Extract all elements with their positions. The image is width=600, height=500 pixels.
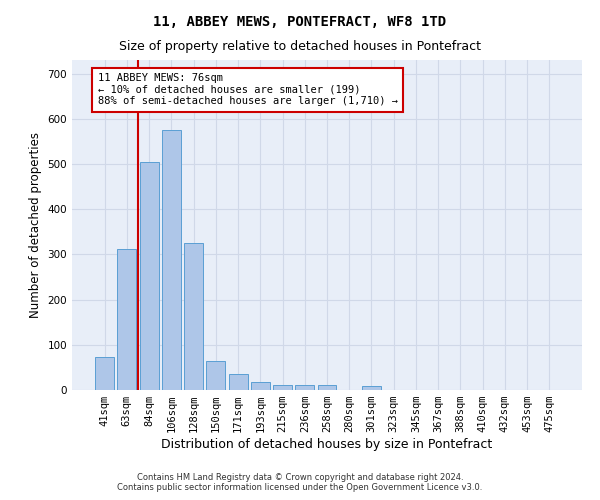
Bar [229,374,248,390]
Bar [206,360,225,390]
Text: 11, ABBEY MEWS, PONTEFRACT, WF8 1TD: 11, ABBEY MEWS, PONTEFRACT, WF8 1TD [154,15,446,29]
Bar [140,162,158,390]
Bar [184,243,203,390]
Bar [162,130,181,390]
Text: 11 ABBEY MEWS: 76sqm
← 10% of detached houses are smaller (199)
88% of semi-deta: 11 ABBEY MEWS: 76sqm ← 10% of detached h… [97,73,398,106]
Bar [251,382,270,390]
X-axis label: Distribution of detached houses by size in Pontefract: Distribution of detached houses by size … [161,438,493,451]
Text: Size of property relative to detached houses in Pontefract: Size of property relative to detached ho… [119,40,481,53]
Bar [362,386,381,390]
Bar [317,385,337,390]
Text: Contains HM Land Registry data © Crown copyright and database right 2024.
Contai: Contains HM Land Registry data © Crown c… [118,473,482,492]
Bar [273,384,292,390]
Y-axis label: Number of detached properties: Number of detached properties [29,132,42,318]
Bar [118,249,136,390]
Bar [95,358,114,390]
Bar [295,385,314,390]
